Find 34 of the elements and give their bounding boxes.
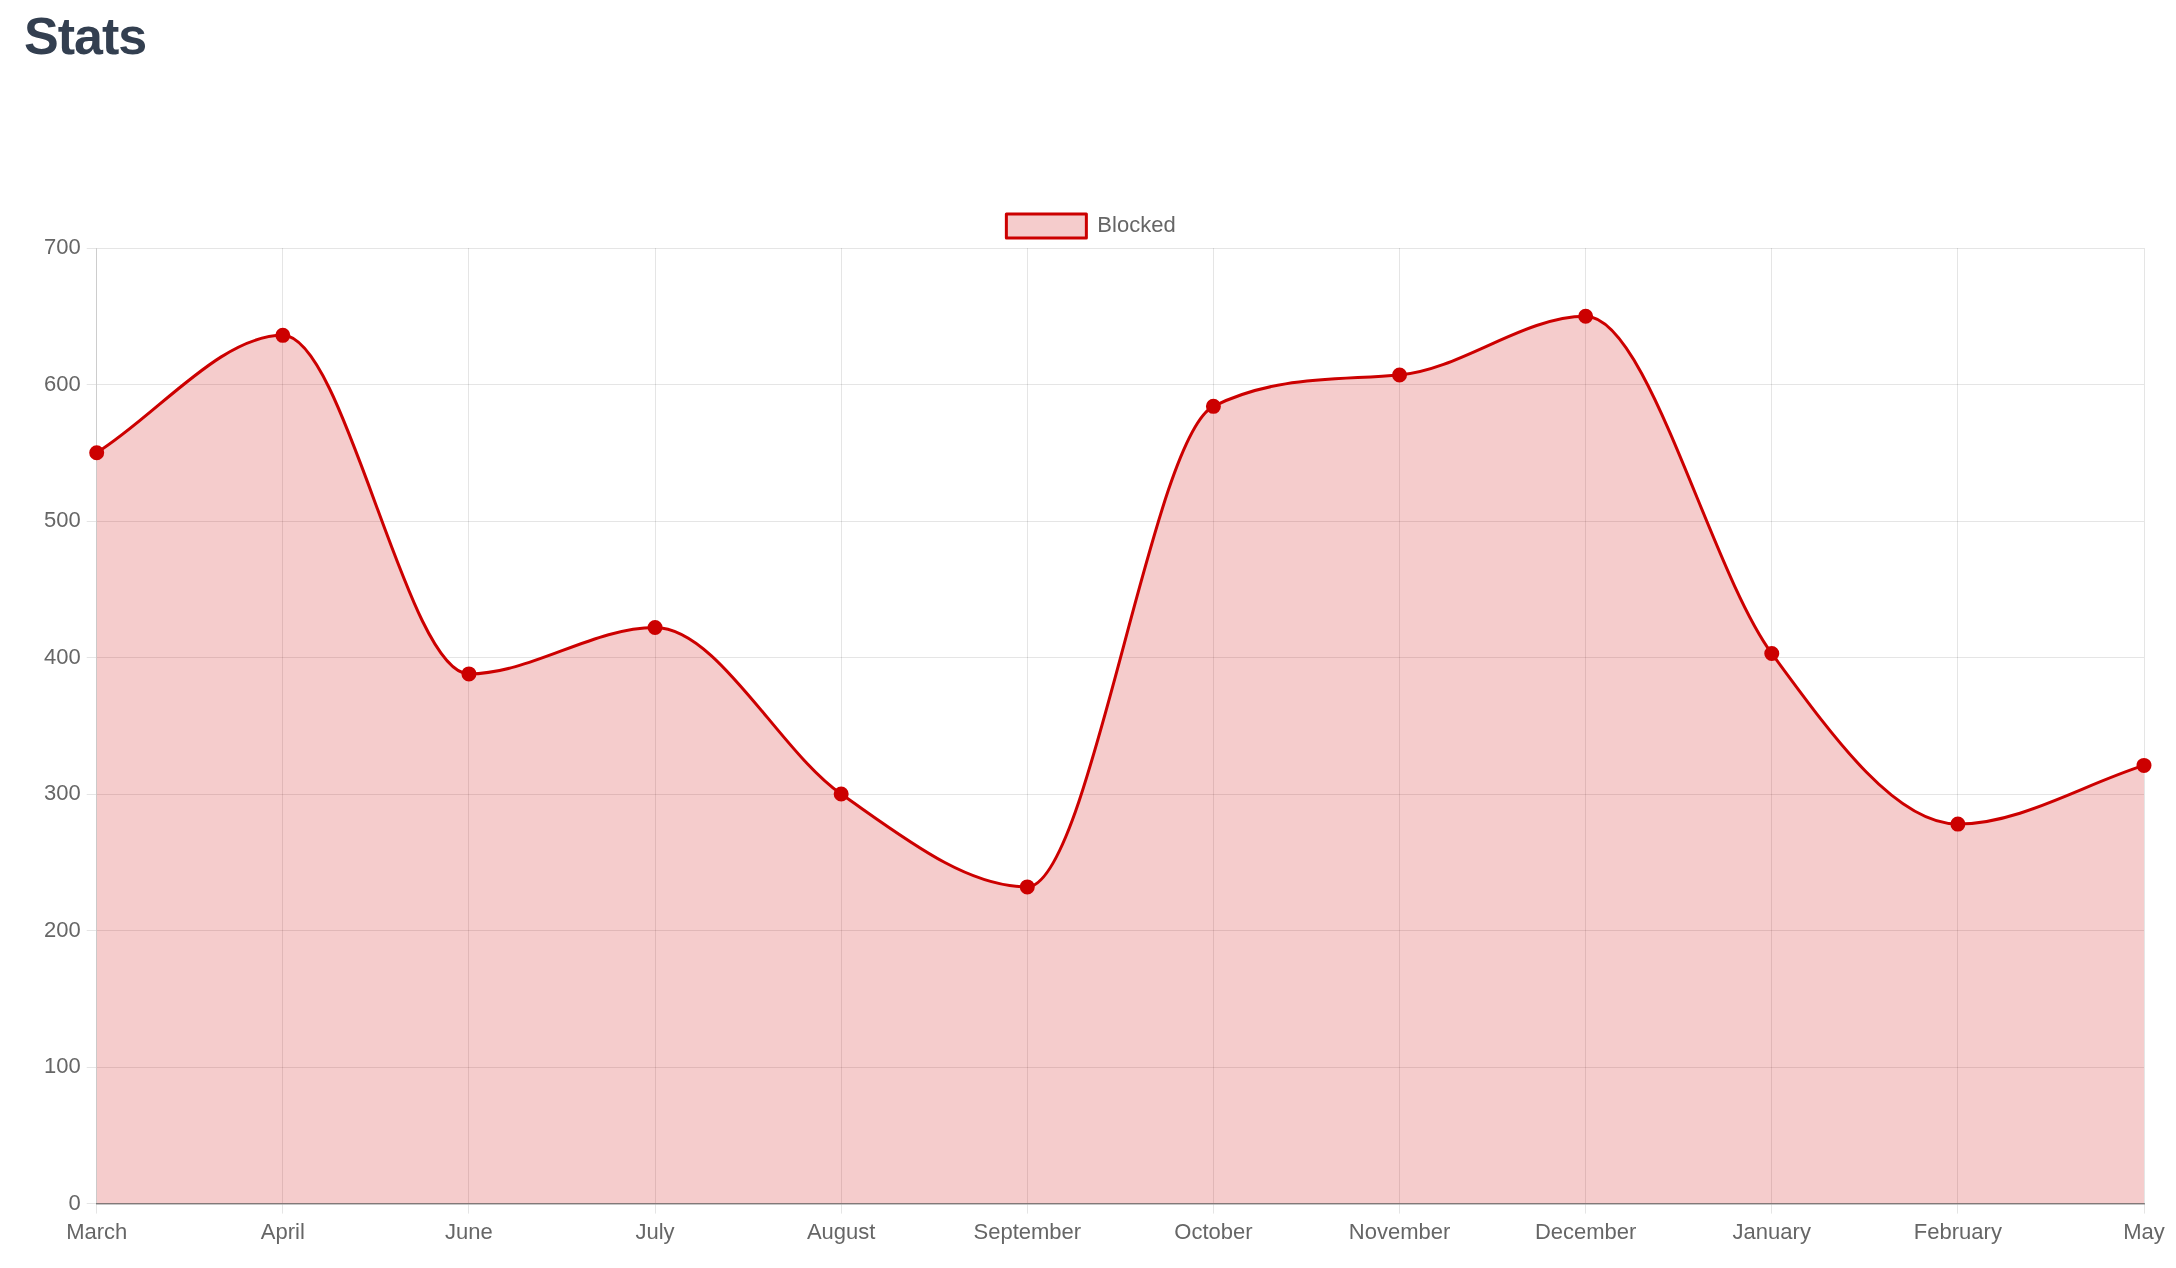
point (1950, 816, 1966, 832)
x-tick-label: February (1913, 1218, 2002, 1244)
x-tick-label: November (1348, 1218, 1451, 1244)
point (647, 620, 663, 636)
point (89, 445, 105, 461)
x-tick-label: January (1732, 1218, 1811, 1244)
y-tick-label: 0 (68, 1189, 81, 1215)
point (1578, 308, 1594, 324)
point (461, 666, 477, 682)
y-tick-label: 600 (43, 370, 81, 396)
x-tick-label: October (1174, 1218, 1253, 1244)
point (1019, 879, 1035, 895)
point (1392, 367, 1408, 383)
point (1205, 398, 1221, 414)
x-tick-label: July (635, 1218, 675, 1244)
point (275, 327, 291, 343)
x-tick-label: April (260, 1218, 305, 1244)
x-tick-label: December (1534, 1218, 1637, 1244)
y-tick-label: 200 (43, 916, 81, 942)
y-tick-label: 700 (43, 234, 81, 260)
x-tick-label: August (806, 1218, 876, 1244)
y-tick-label: 500 (43, 507, 81, 533)
y-tick-label: 400 (43, 643, 81, 669)
x-tick-label: June (445, 1218, 493, 1244)
x-tick-label: March (66, 1218, 128, 1244)
point (1764, 645, 1780, 661)
chart-title: Stats (24, 6, 147, 66)
x-tick-label: September (973, 1218, 1082, 1244)
point (833, 786, 849, 802)
point (2136, 757, 2152, 773)
x-tick-label: May (2123, 1218, 2165, 1244)
y-tick-label: 300 (43, 780, 81, 806)
y-tick-label: 100 (43, 1053, 81, 1079)
legend-label: Blocked (1097, 212, 1176, 238)
